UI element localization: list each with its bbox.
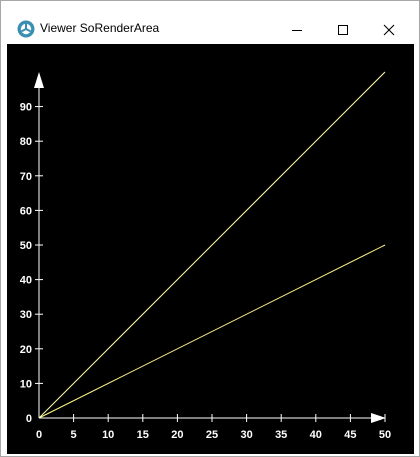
x-tick-label: 40 — [310, 429, 322, 441]
y-axis-arrow — [34, 72, 44, 88]
y-tick-label: 10 — [20, 378, 32, 390]
maximize-button[interactable] — [320, 16, 366, 44]
line-chart: 0 5 10 15 20 25 30 35 40 45 50 0 10 20 30 40 50 60 70 80 90 — [20, 71, 391, 441]
x-axis-arrow — [371, 413, 386, 423]
y-tick-label: 80 — [20, 136, 32, 148]
y-tick-label: 70 — [20, 171, 32, 183]
y-tick-label: 50 — [20, 240, 32, 252]
x-tick-label: 50 — [379, 429, 391, 441]
x-tick-label: 0 — [36, 429, 42, 441]
y-tick-label: 20 — [20, 344, 32, 356]
y-tick-label: 40 — [20, 275, 32, 287]
x-tick-label: 10 — [102, 429, 114, 441]
minimize-button[interactable] — [274, 16, 320, 44]
minimize-icon — [292, 30, 302, 31]
y-tick-label: 0 — [26, 413, 32, 425]
app-logo-icon — [17, 20, 35, 38]
window-title: Viewer SoRenderArea — [40, 21, 160, 35]
y-tick-label: 90 — [20, 102, 32, 114]
x-tick-label: 30 — [240, 429, 252, 441]
x-tick-label: 15 — [137, 429, 149, 441]
close-button[interactable] — [366, 16, 412, 44]
x-tick-label: 45 — [344, 429, 356, 441]
x-tick-label: 25 — [206, 429, 218, 441]
series-line-1 — [38, 244, 386, 419]
x-tick-label: 20 — [171, 429, 183, 441]
y-tick-label: 30 — [20, 309, 32, 321]
title-bar[interactable]: Viewer SoRenderArea — [1, 1, 419, 44]
y-tick-label: 60 — [20, 205, 32, 217]
series-line-0 — [38, 71, 386, 419]
close-icon — [383, 24, 395, 36]
render-area[interactable]: 0 5 10 15 20 25 30 35 40 45 50 0 10 20 30 40 50 60 70 80 90 — [7, 44, 414, 454]
x-tick-label: 5 — [71, 429, 77, 441]
x-tick-label: 35 — [275, 429, 287, 441]
maximize-icon — [338, 25, 348, 35]
